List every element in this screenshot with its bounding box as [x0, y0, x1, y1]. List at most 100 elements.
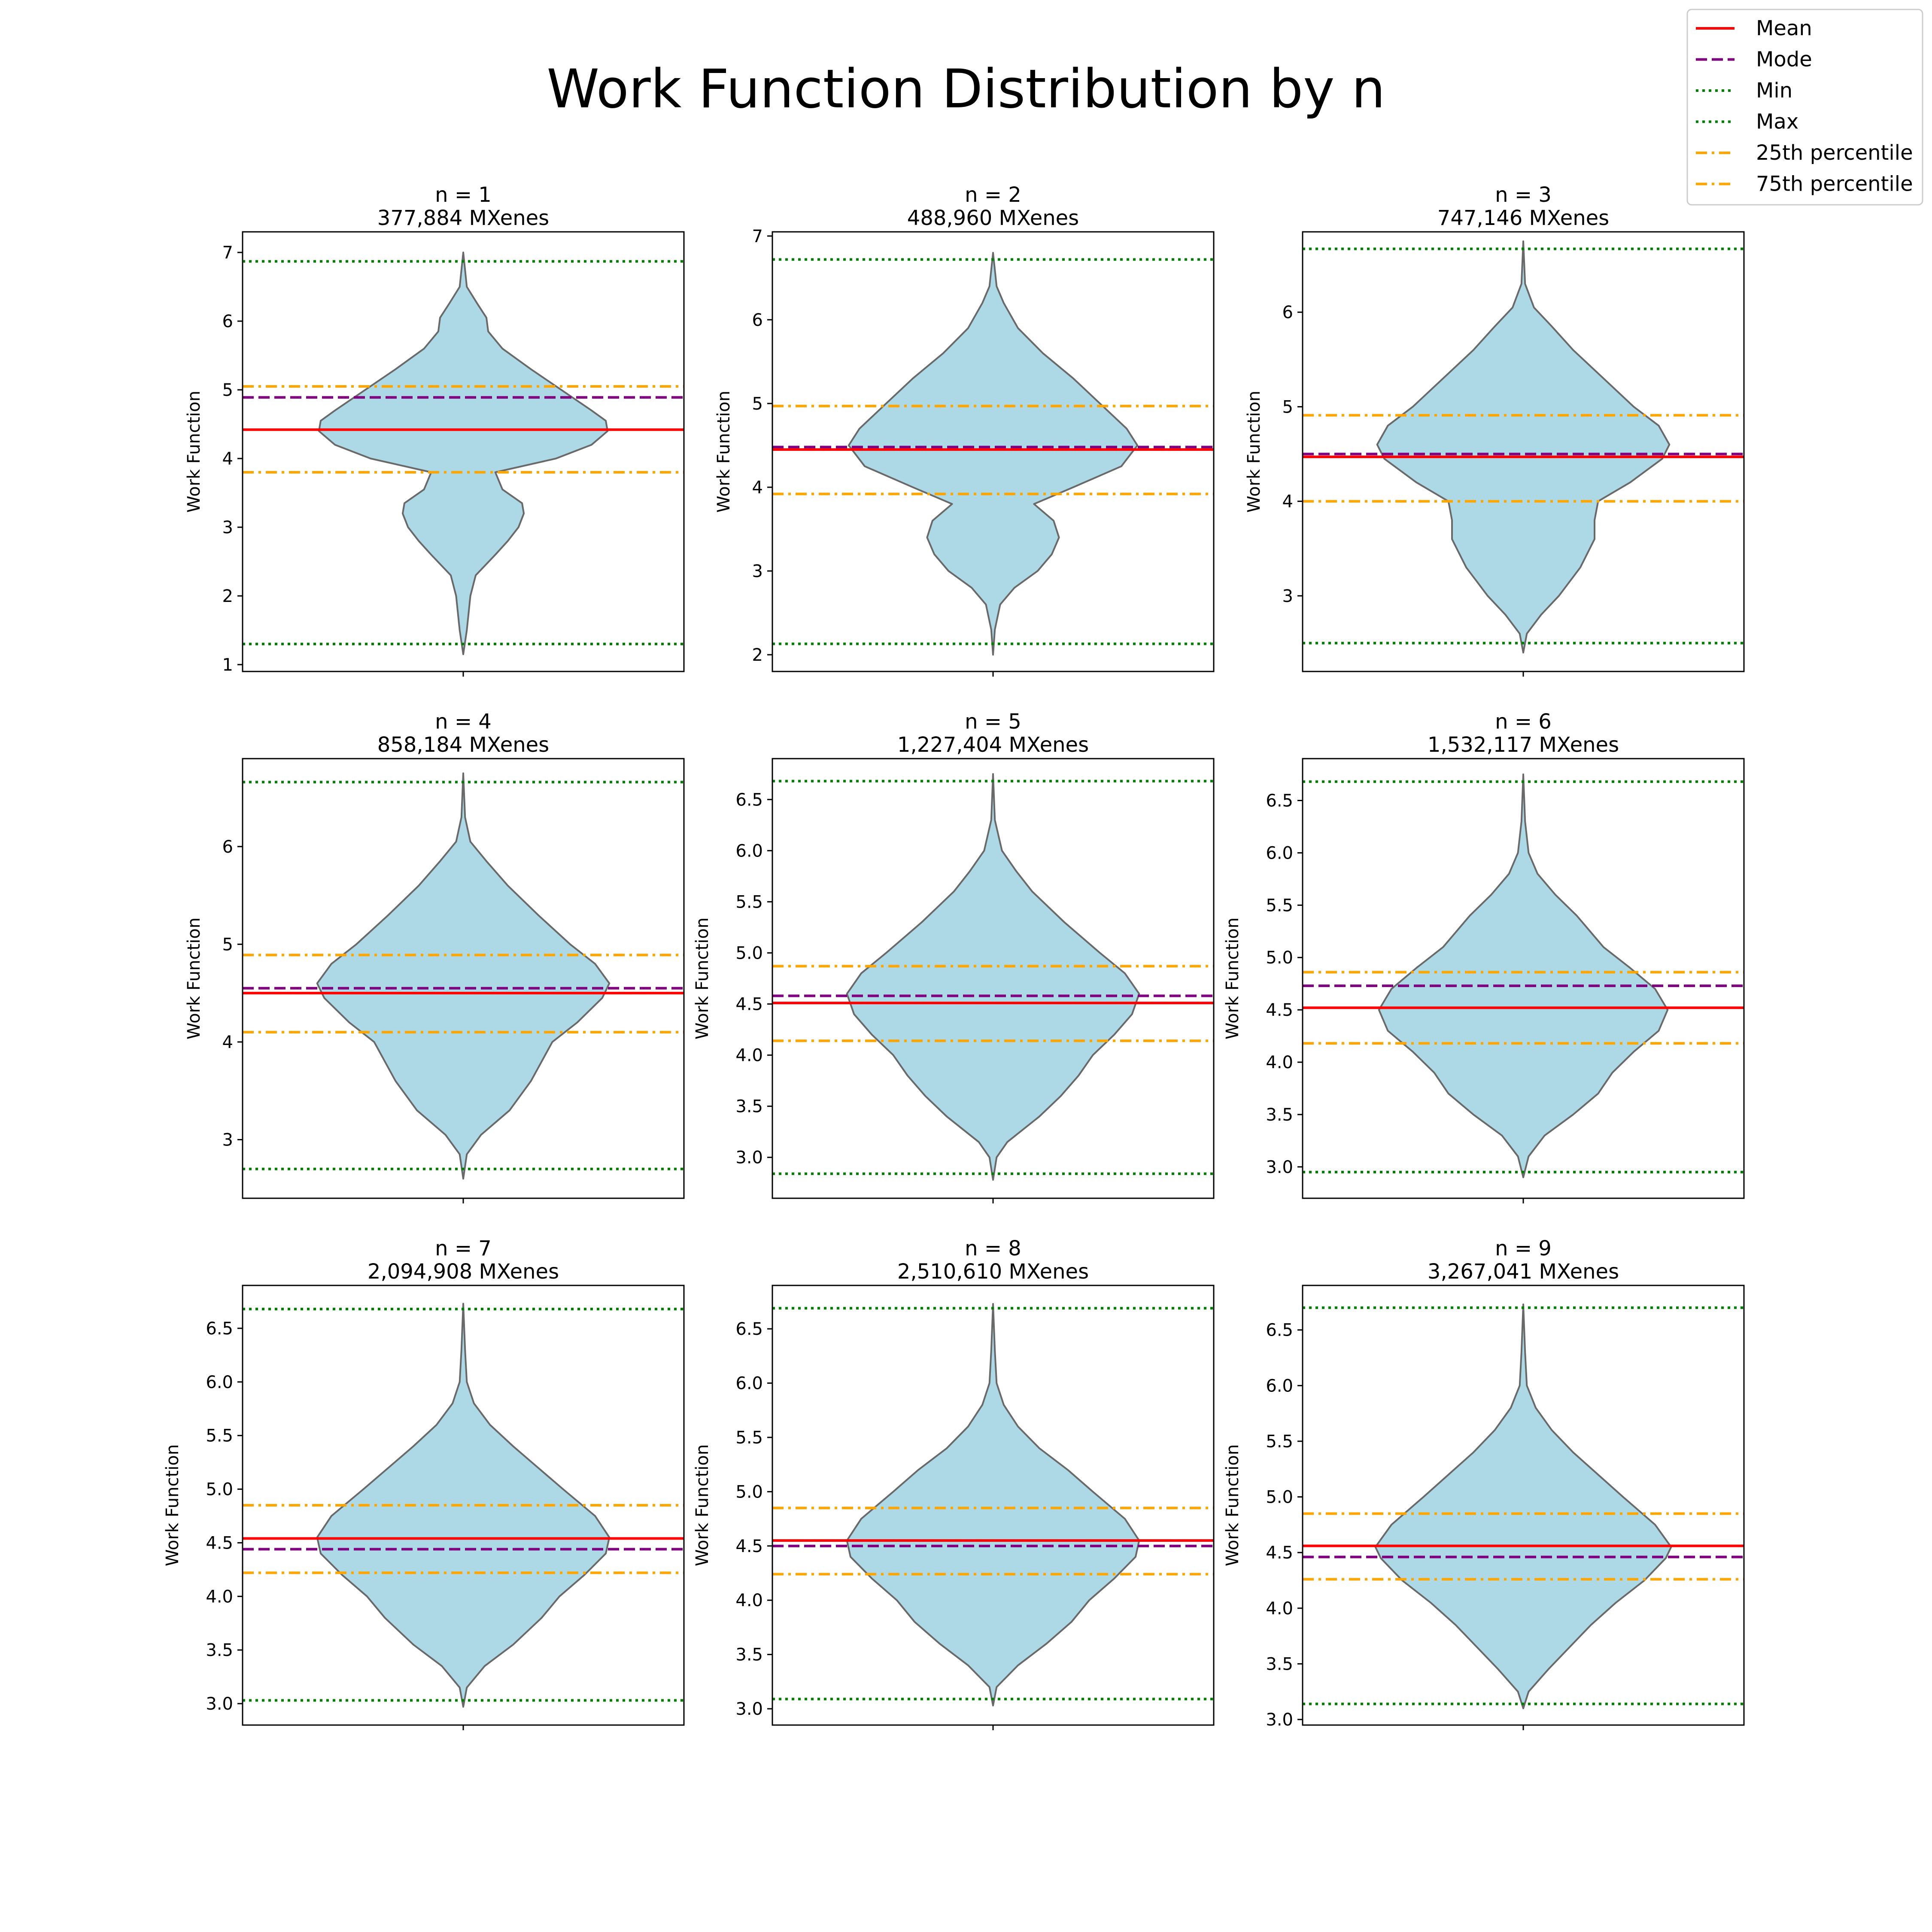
panel-title: n = 3	[1495, 183, 1552, 207]
y-tick-label: 6	[222, 312, 233, 331]
panel-subtitle: 488,960 MXenes	[907, 206, 1079, 230]
y-tick-label: 4.0	[735, 1046, 763, 1066]
y-tick-label: 1	[222, 655, 233, 675]
panel-subtitle: 747,146 MXenes	[1437, 206, 1609, 230]
y-tick-label: 3	[1282, 586, 1293, 606]
y-tick-label: 3.5	[206, 1640, 233, 1660]
y-tick-label: 5.0	[1266, 1488, 1293, 1507]
y-tick-label: 6.0	[735, 1374, 763, 1394]
panel-title: n = 5	[965, 710, 1021, 734]
y-tick-label: 5.5	[735, 1428, 763, 1448]
y-tick-label: 6.5	[1266, 791, 1293, 811]
y-tick-label: 3	[222, 1130, 233, 1150]
y-tick-label: 6	[222, 837, 233, 857]
y-tick-label: 4.0	[1266, 1053, 1293, 1072]
y-tick-label: 5	[222, 935, 233, 954]
y-tick-label: 6.5	[1266, 1321, 1293, 1340]
y-tick-label: 4	[752, 478, 763, 498]
panel-title: n = 7	[435, 1236, 492, 1261]
y-tick-label: 5.5	[1266, 896, 1293, 915]
panel-n6: n = 61,532,117 MXenes 3.0 3.5 4.0 4.5 5.0 5.5 6…	[1223, 710, 1745, 1203]
violin-body	[848, 252, 1139, 656]
y-tick-label: 4.0	[1266, 1599, 1293, 1619]
y-tick-label: 3	[222, 518, 233, 538]
panel-n9: n = 93,267,041 MXenes 3.0 3.5 4.0 4.5 5.0 5.5 6…	[1223, 1236, 1745, 1730]
y-tick-label: 4.5	[1266, 1000, 1293, 1020]
legend: Mean Mode Min Max 25th percentile 75th percen…	[1686, 9, 1923, 206]
y-tick-label: 6.0	[206, 1373, 233, 1392]
y-tick-label: 7	[752, 227, 763, 246]
y-tick-label: 3.0	[1266, 1710, 1293, 1730]
y-axis-label: Work Function	[1244, 391, 1264, 513]
y-tick-label: 3.5	[1266, 1654, 1293, 1674]
panel-subtitle: 2,510,610 MXenes	[897, 1260, 1089, 1284]
y-tick-label: 4.5	[1266, 1543, 1293, 1563]
y-axis-label: Work Function	[1223, 917, 1242, 1039]
y-tick-label: 6.0	[1266, 1376, 1293, 1396]
panel-subtitle: 858,184 MXenes	[377, 733, 549, 757]
panel-subtitle: 3,267,041 MXenes	[1428, 1260, 1619, 1284]
y-tick-label: 4.5	[206, 1533, 233, 1553]
legend-label: 75th percentile	[1756, 172, 1913, 196]
y-axis-label: Work Function	[184, 391, 204, 513]
y-tick-label: 2	[752, 645, 763, 665]
y-tick-label: 7	[222, 243, 233, 263]
y-tick-label: 6	[752, 310, 763, 330]
y-axis-label: Work Function	[163, 1444, 182, 1566]
y-axis-label: Work Function	[184, 917, 204, 1039]
y-tick-label: 5.0	[1266, 948, 1293, 968]
panel-subtitle: 377,884 MXenes	[377, 206, 549, 230]
legend-box	[1686, 9, 1923, 206]
violin-body	[846, 1303, 1140, 1707]
y-tick-label: 3.5	[735, 1645, 763, 1665]
y-tick-label: 3	[752, 562, 763, 581]
y-tick-label: 5.5	[735, 892, 763, 912]
y-tick-label: 5	[752, 394, 763, 414]
y-tick-label: 3.0	[735, 1699, 763, 1719]
y-tick-label: 4.0	[206, 1587, 233, 1607]
panel-title: n = 4	[435, 710, 492, 734]
y-axis-label: Work Function	[1223, 1444, 1242, 1566]
y-tick-label: 6.5	[206, 1319, 233, 1339]
y-tick-label: 6.0	[1266, 843, 1293, 863]
panel-subtitle: 2,094,908 MXenes	[368, 1260, 559, 1284]
legend-label: Mode	[1756, 48, 1812, 72]
y-tick-label: 5	[222, 380, 233, 400]
figure-title: Work Function Distribution by n	[547, 58, 1385, 120]
violin-body	[1378, 773, 1669, 1179]
y-tick-label: 4.0	[735, 1591, 763, 1610]
y-tick-label: 3.0	[735, 1148, 763, 1168]
legend-label: Min	[1756, 79, 1792, 103]
y-tick-label: 6.0	[735, 841, 763, 861]
y-axis-label: Work Function	[714, 391, 734, 513]
y-tick-label: 4	[222, 449, 233, 469]
panel-n7: n = 72,094,908 MXenes 3.0 3.5 4.0 4.5 5.0 5.5 6…	[163, 1236, 685, 1730]
panel-title: n = 1	[435, 183, 492, 207]
y-tick-label: 3.5	[735, 1097, 763, 1117]
y-tick-label: 4	[222, 1033, 233, 1052]
y-tick-label: 4	[1282, 492, 1293, 512]
violin-body	[846, 773, 1140, 1181]
y-tick-label: 3.5	[1266, 1105, 1293, 1125]
y-axis-label: Work Function	[693, 917, 712, 1039]
y-tick-label: 5.5	[1266, 1432, 1293, 1452]
y-axis-label: Work Function	[693, 1444, 712, 1566]
panel-subtitle: 1,227,404 MXenes	[897, 733, 1089, 757]
violin-body	[1374, 1303, 1672, 1710]
violin-body	[316, 772, 611, 1180]
y-tick-label: 5.0	[735, 943, 763, 963]
y-tick-label: 5	[1282, 397, 1293, 417]
y-tick-label: 5.0	[206, 1480, 233, 1500]
violin-body	[1376, 240, 1671, 653]
legend-label: Max	[1756, 110, 1798, 134]
y-tick-label: 5.5	[206, 1426, 233, 1446]
y-tick-label: 3.0	[1266, 1157, 1293, 1177]
legend-label: 25th percentile	[1756, 141, 1913, 165]
y-tick-label: 2	[222, 586, 233, 606]
y-tick-label: 4.5	[735, 995, 763, 1015]
